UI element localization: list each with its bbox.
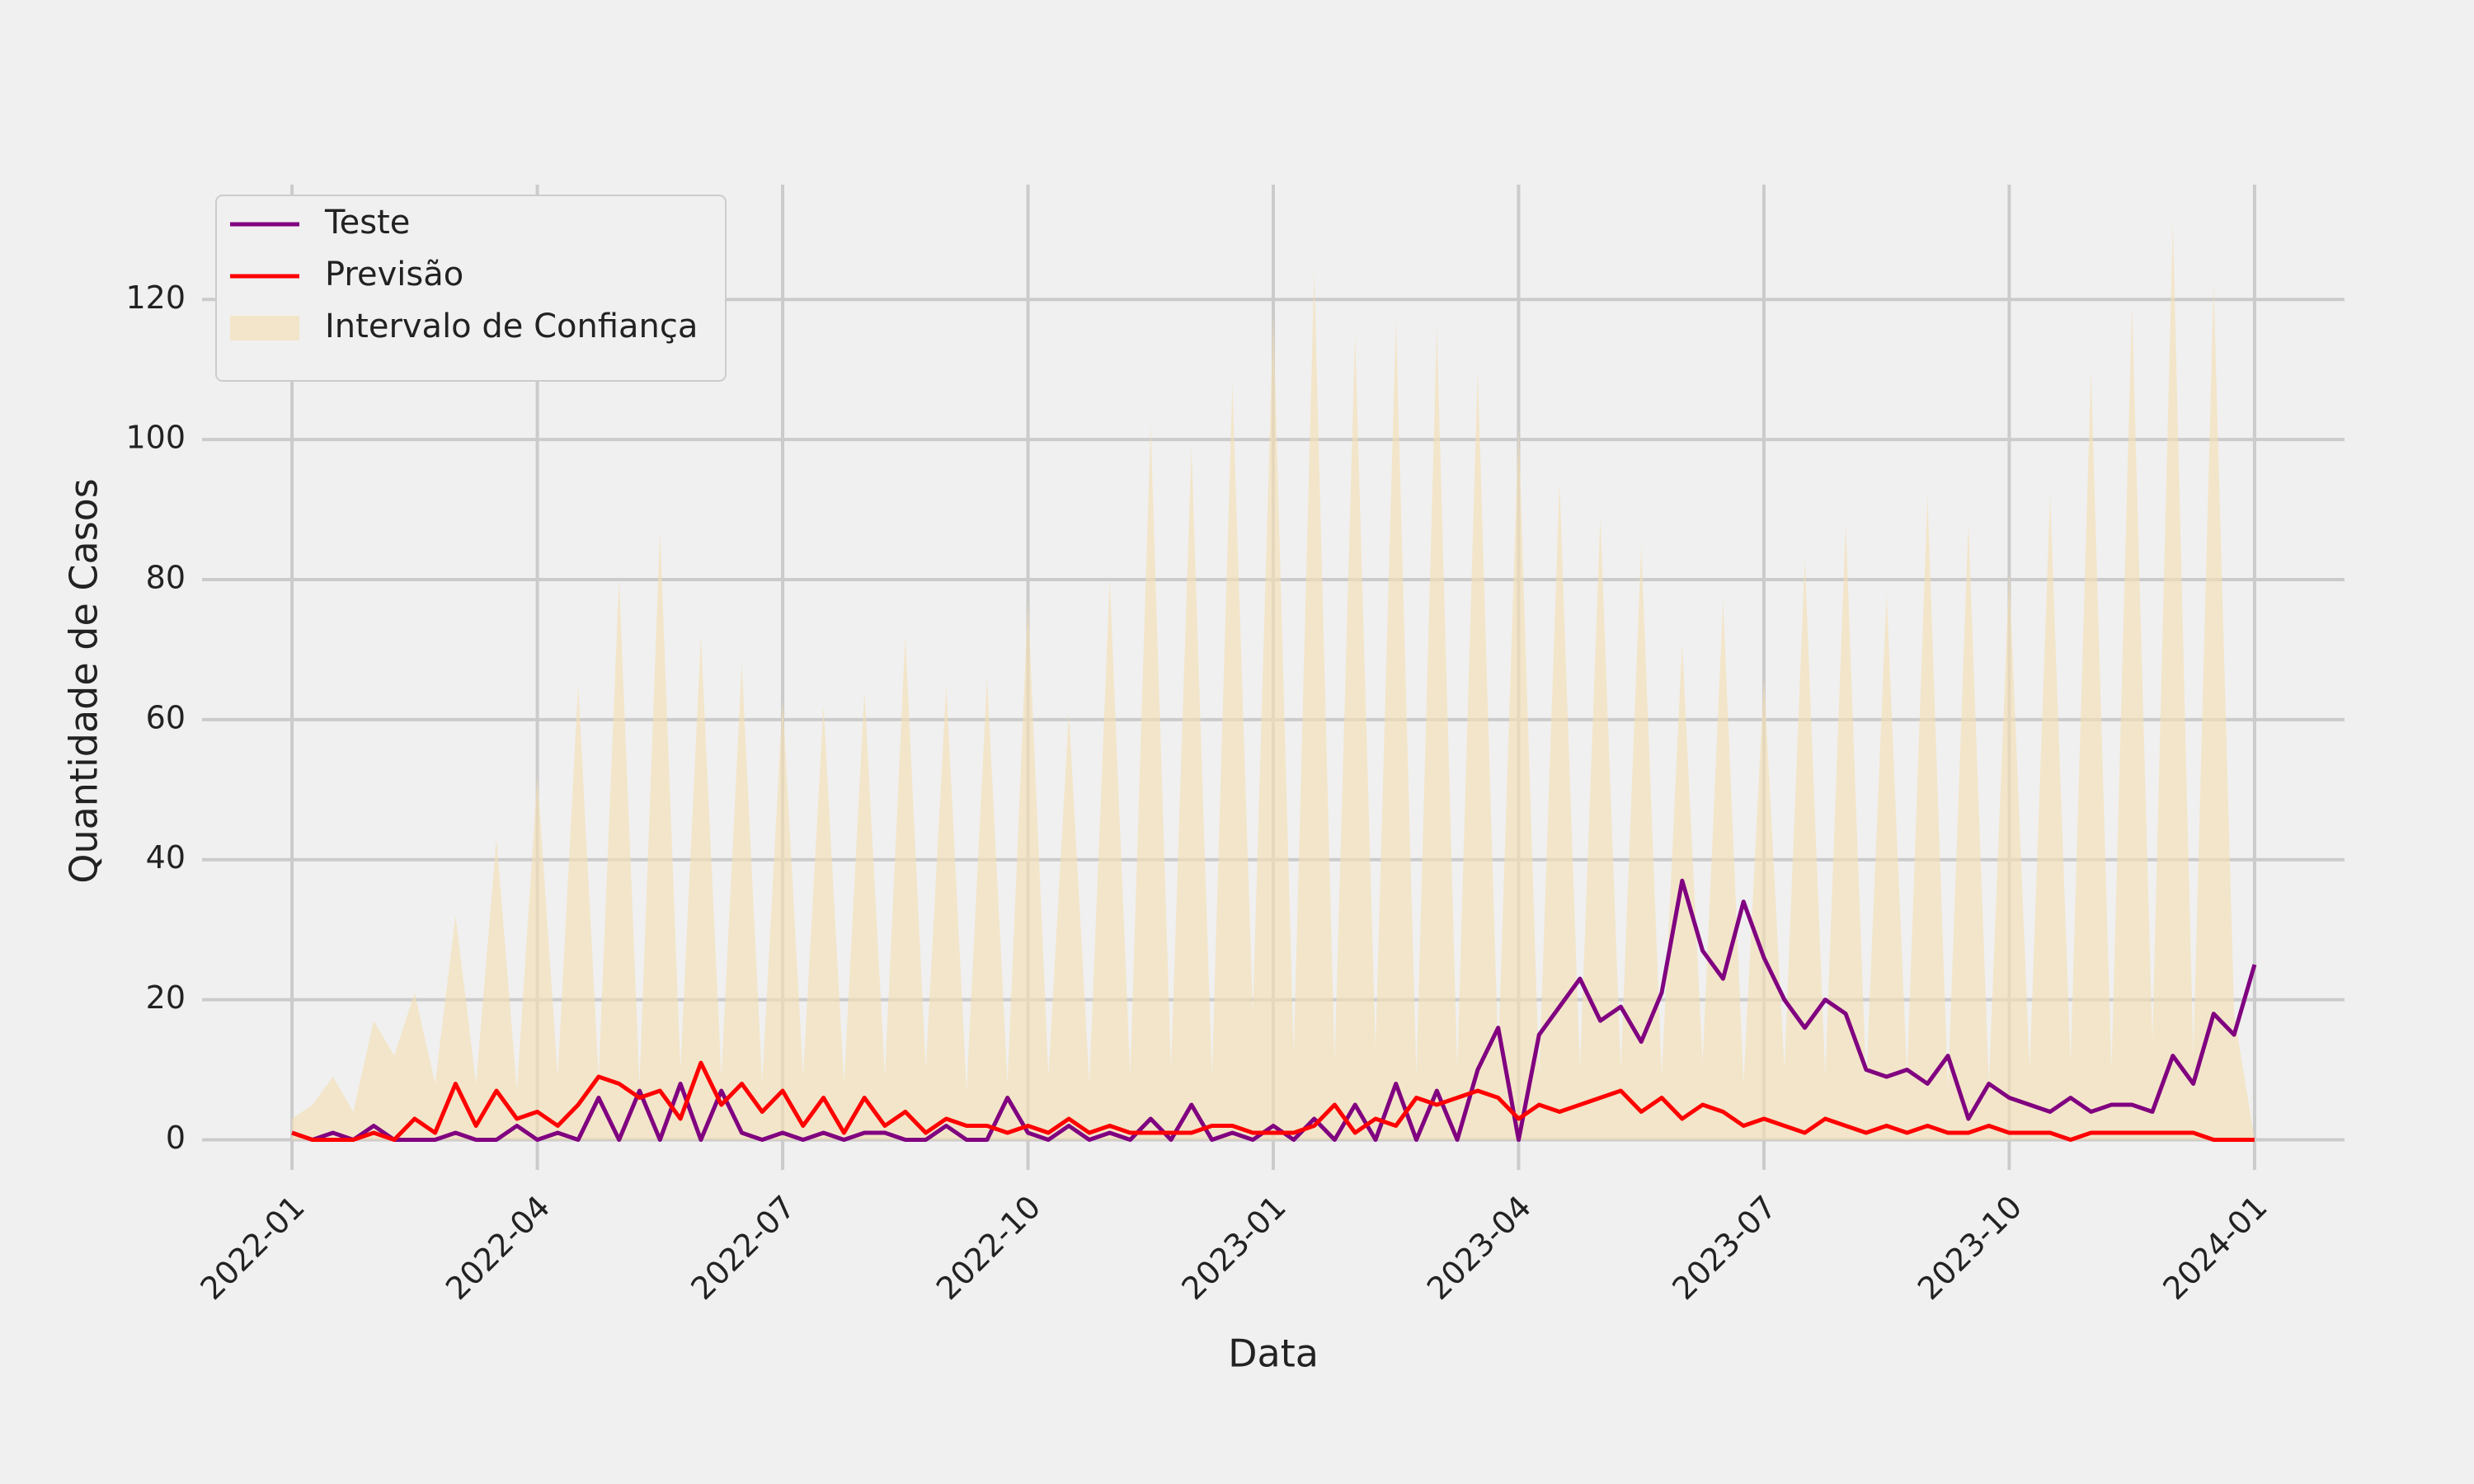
x-axis-label: Data bbox=[1228, 1331, 1319, 1376]
legend-box bbox=[215, 195, 727, 382]
plot-area bbox=[291, 222, 2257, 1142]
series-line bbox=[291, 1060, 2255, 1142]
series-line bbox=[291, 878, 2257, 1142]
y-axis-label: Quantidade de Casos bbox=[62, 478, 106, 884]
y-tick-label: 20 bbox=[146, 979, 186, 1016]
legend-label: Previsão bbox=[325, 256, 463, 294]
confidence-band bbox=[292, 222, 2255, 1140]
legend-swatch bbox=[230, 316, 299, 340]
y-tick-label: 0 bbox=[166, 1120, 186, 1156]
y-tick-label: 60 bbox=[146, 699, 186, 735]
y-tick-label: 120 bbox=[125, 279, 186, 316]
y-tick-label: 80 bbox=[146, 560, 186, 596]
legend: Teste Previsão Intervalo de Confiança bbox=[215, 195, 727, 382]
legend-label: Teste bbox=[324, 204, 410, 242]
legend-label: Intervalo de Confiança bbox=[325, 308, 698, 345]
y-tick-label: 40 bbox=[146, 839, 186, 876]
y-tick-label: 100 bbox=[125, 420, 186, 456]
